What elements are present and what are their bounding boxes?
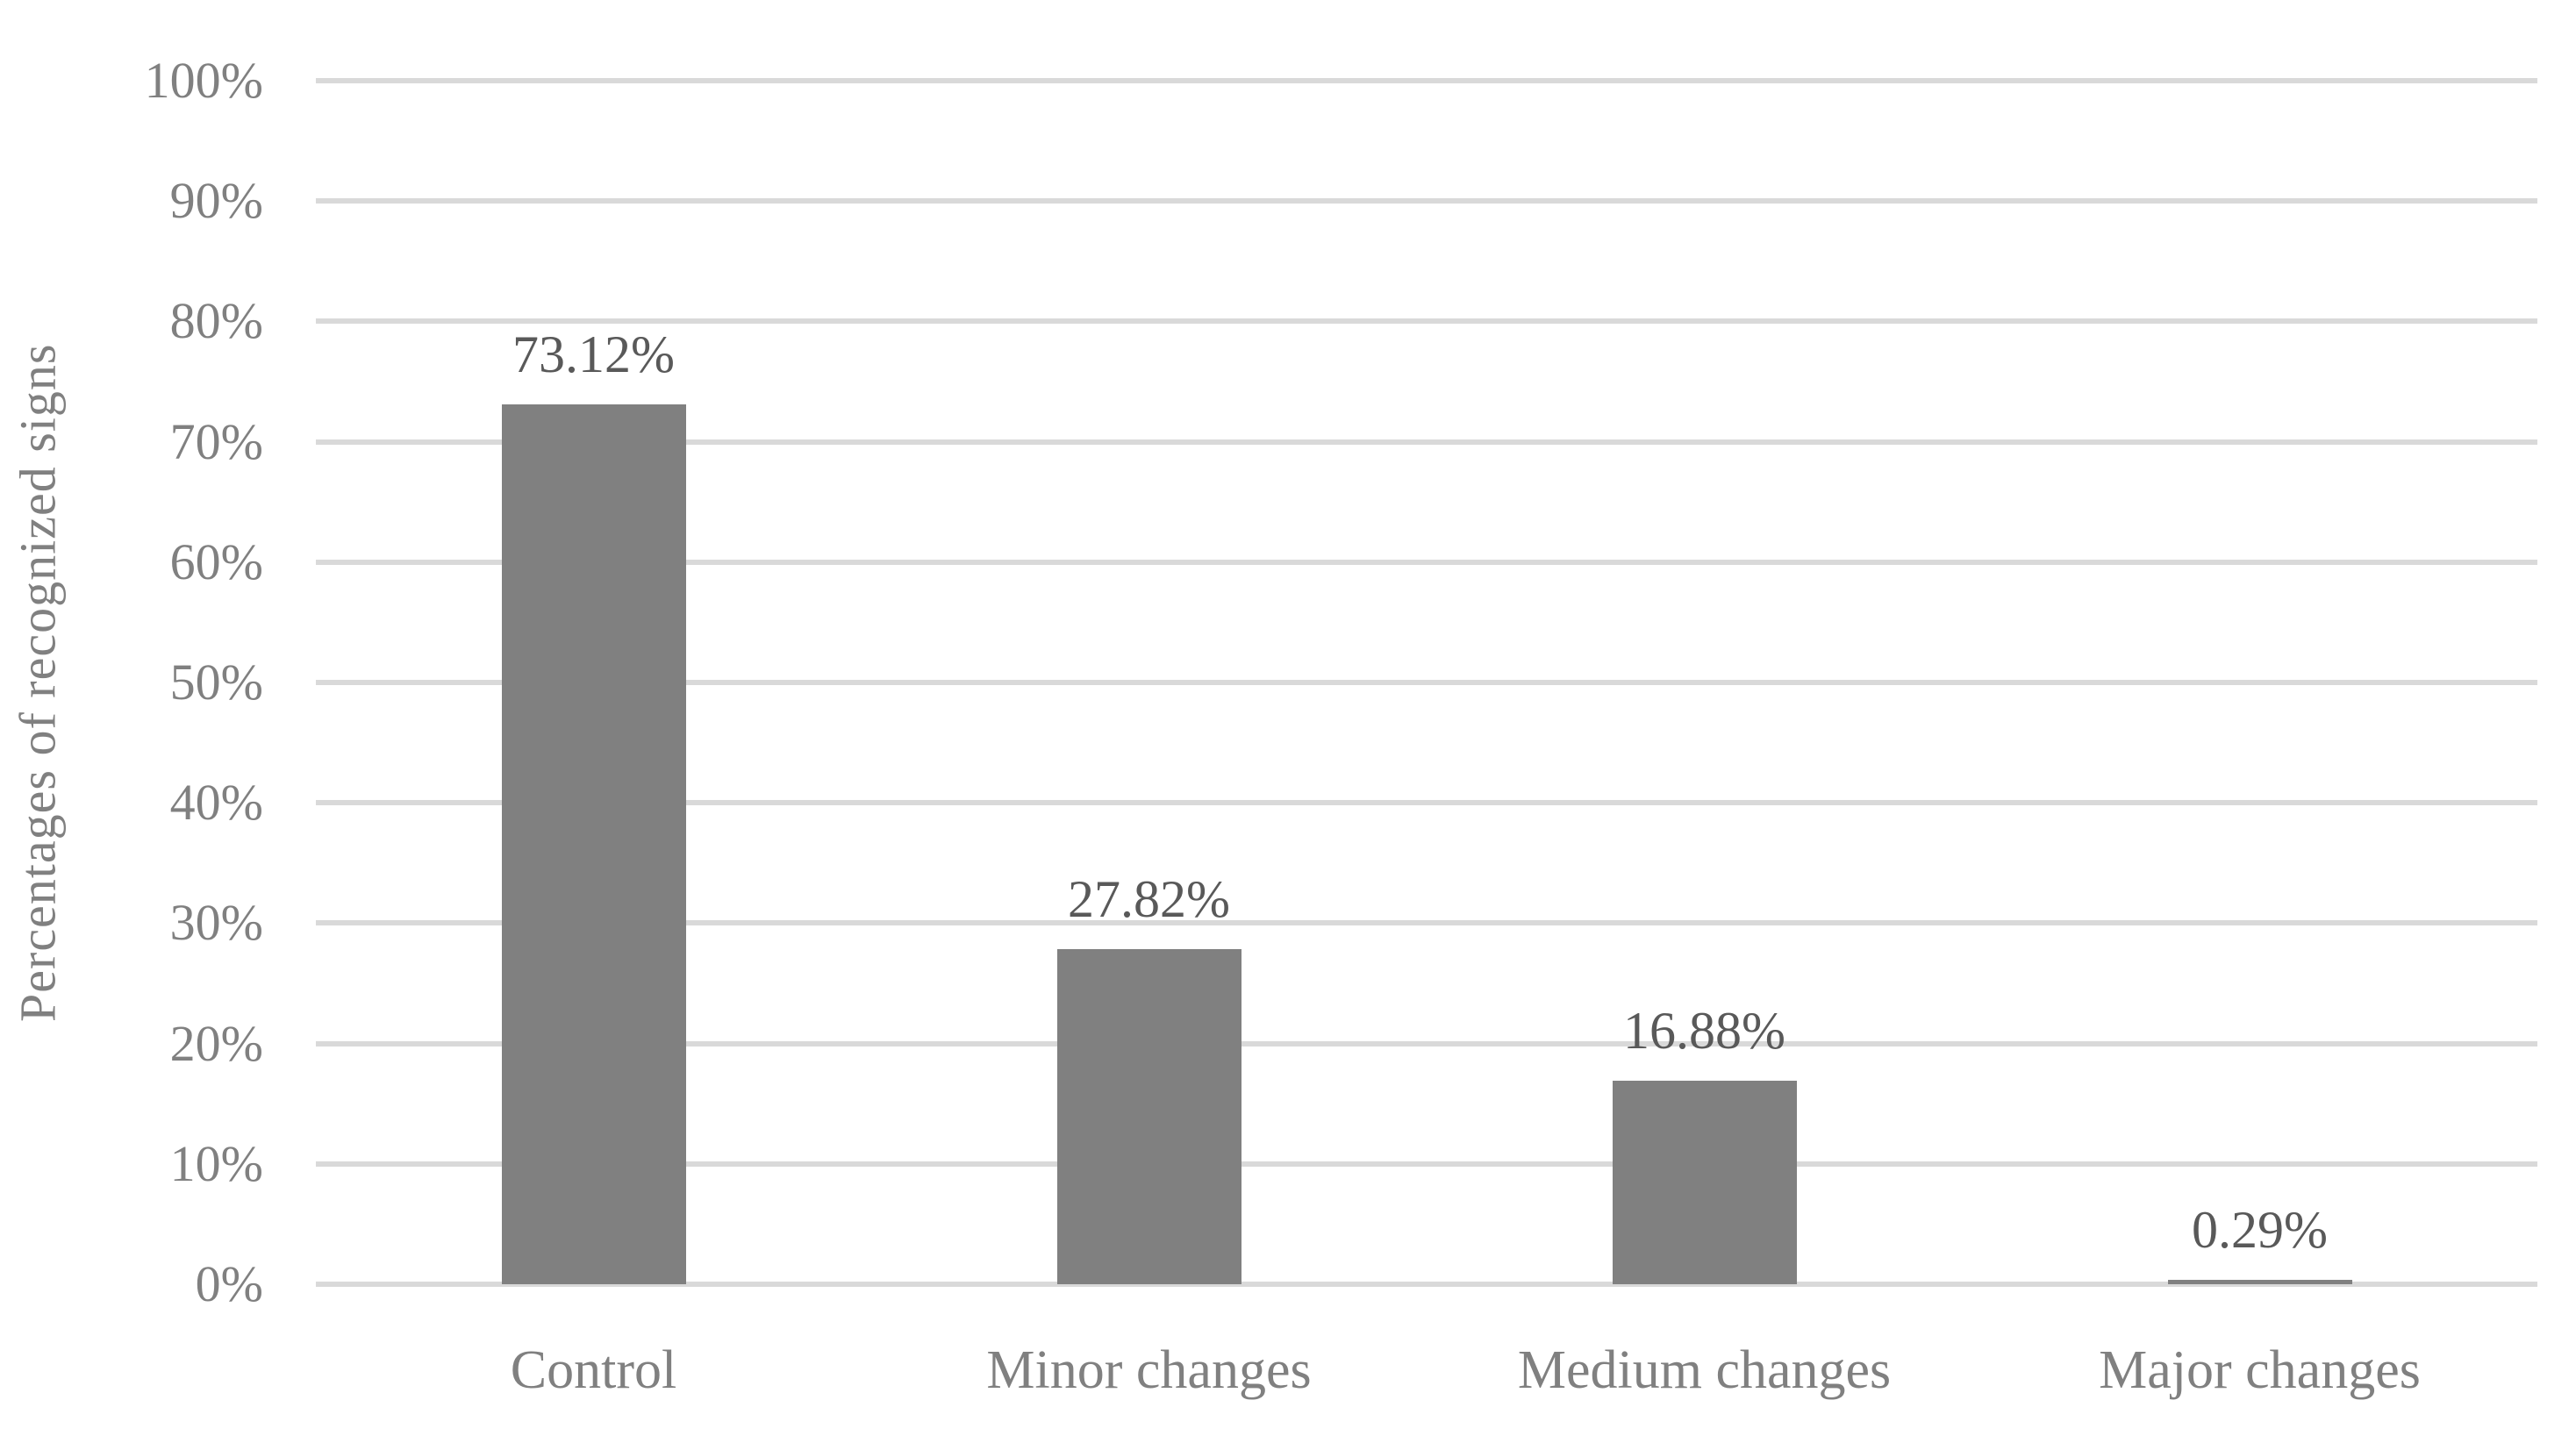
plot-area: 73.12% 27.82% 16.88% 0.29% xyxy=(316,78,2537,1287)
y-tick-label-50: 50% xyxy=(169,654,263,711)
gridline-70 xyxy=(316,439,2537,445)
bar-major-changes xyxy=(2167,1280,2352,1284)
y-tick-label-100: 100% xyxy=(144,52,263,109)
y-tick-label-20: 20% xyxy=(169,1014,263,1072)
data-label-control: 73.12% xyxy=(512,325,675,383)
gridline-60 xyxy=(316,559,2537,565)
x-label-minor-changes: Minor changes xyxy=(986,1340,1312,1400)
gridline-20 xyxy=(316,1040,2537,1047)
y-tick-label-0: 0% xyxy=(195,1255,263,1312)
gridline-80 xyxy=(316,318,2537,325)
y-tick-label-40: 40% xyxy=(169,774,263,832)
y-axis-tick-labels: 0% 10% 20% 30% 40% 50% 60% 70% 80% 90% 100% xyxy=(0,52,263,1312)
x-label-medium-changes: Medium changes xyxy=(1517,1340,1892,1400)
gridline-90 xyxy=(316,198,2537,204)
y-tick-label-10: 10% xyxy=(169,1134,263,1192)
gridline-0 xyxy=(316,1282,2537,1287)
y-tick-label-60: 60% xyxy=(169,532,263,590)
bar-medium-changes xyxy=(1612,1081,1797,1284)
bar-minor-changes xyxy=(1056,949,1241,1284)
x-label-control: Control xyxy=(510,1340,677,1400)
y-tick-label-90: 90% xyxy=(169,172,263,230)
data-label-minor-changes: 27.82% xyxy=(1068,870,1230,929)
gridline-100 xyxy=(316,78,2537,83)
x-label-major-changes: Major changes xyxy=(2099,1340,2421,1400)
x-axis-category-labels: Control Minor changes Medium changes Major … xyxy=(316,1326,2537,1414)
y-tick-label-30: 30% xyxy=(169,894,263,952)
gridline-40 xyxy=(316,800,2537,806)
y-tick-label-80: 80% xyxy=(169,292,263,350)
data-label-medium-changes: 16.88% xyxy=(1623,1002,1785,1061)
gridline-30 xyxy=(316,920,2537,926)
bar-control xyxy=(501,404,686,1284)
gridline-50 xyxy=(316,680,2537,685)
data-label-major-changes: 0.29% xyxy=(2192,1201,2328,1259)
gridline-10 xyxy=(316,1161,2537,1167)
y-tick-label-70: 70% xyxy=(169,412,263,470)
